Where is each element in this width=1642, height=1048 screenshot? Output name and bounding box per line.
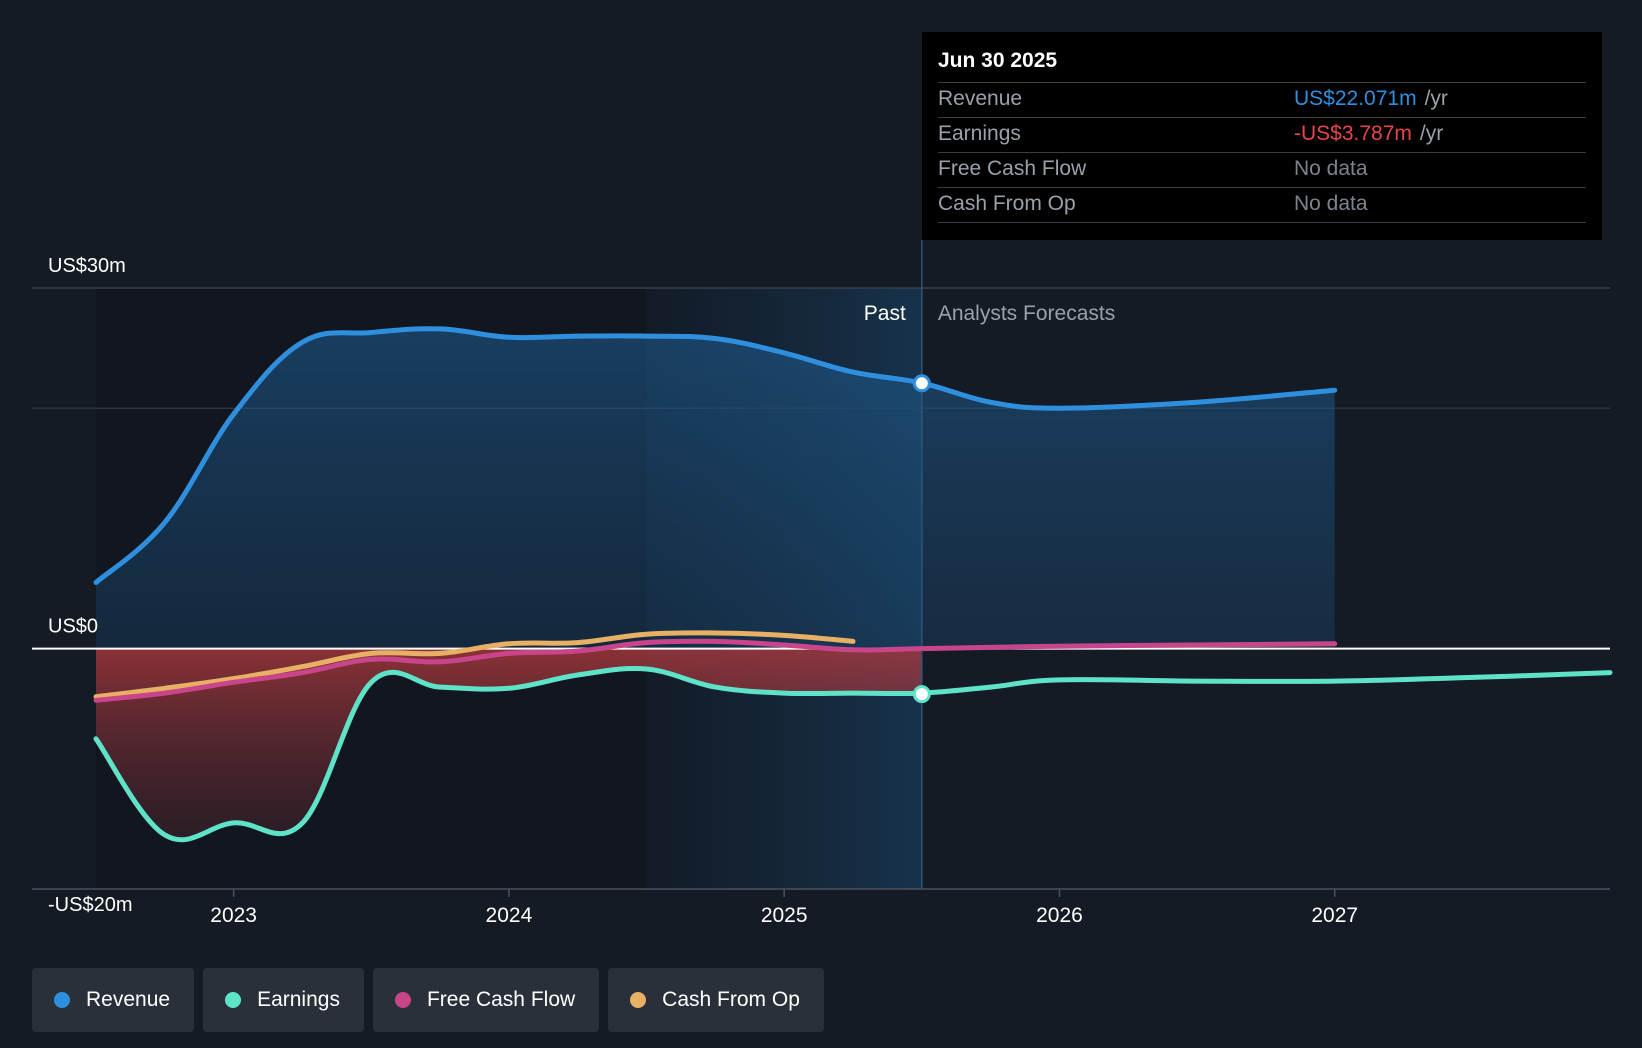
revenue-line xyxy=(93,326,1338,585)
legend-label: Revenue xyxy=(86,988,171,1011)
earnings-negative-area xyxy=(96,648,922,840)
revenue-highlight-dot[interactable] xyxy=(912,374,931,393)
tooltip-label: Cash From Op xyxy=(938,192,1076,215)
tooltip-value: No data xyxy=(1294,192,1368,215)
revenue-area xyxy=(96,328,1335,649)
tooltip-value: No data xyxy=(1294,157,1368,180)
tooltip-row-revenue: Revenue US$22.071m /yr xyxy=(938,82,1586,117)
tooltip-date: Jun 30 2025 xyxy=(938,49,1058,72)
x-tick-label: 2023 xyxy=(210,904,257,927)
free-cash-flow-line xyxy=(93,638,1338,703)
tooltip-row-free-cash-flow: Free Cash Flow No data xyxy=(938,152,1586,187)
forecast-label: Analysts Forecasts xyxy=(938,302,1115,325)
x-axis-ticks: 2023 2024 2025 2026 2027 xyxy=(210,889,1358,927)
tooltip-label: Revenue xyxy=(938,87,1023,110)
x-tick-label: 2024 xyxy=(486,904,533,927)
legend-item-cash-from-op[interactable]: Cash From Op xyxy=(608,968,824,1032)
x-tick-label: 2025 xyxy=(761,904,808,927)
legend-item-revenue[interactable]: Revenue xyxy=(32,968,195,1032)
tooltip-label: Earnings xyxy=(938,122,1021,145)
legend-dot-icon xyxy=(225,992,242,1008)
x-tick-label: 2027 xyxy=(1311,904,1358,927)
y-label-top: US$30m xyxy=(48,255,126,277)
tooltip-unit: /yr xyxy=(1419,122,1444,145)
legend-dot-icon xyxy=(54,992,70,1008)
x-tick-label: 2026 xyxy=(1036,904,1083,927)
earnings-highlight-dot[interactable] xyxy=(912,685,931,704)
tooltip: Jun 30 2025 Revenue US$22.071m /yr Earni… xyxy=(922,32,1602,240)
legend-item-free-cash-flow[interactable]: Free Cash Flow xyxy=(372,968,600,1032)
legend-label: Cash From Op xyxy=(662,988,800,1011)
tooltip-row-earnings: Earnings -US$3.787m /yr xyxy=(938,117,1586,152)
y-label-bottom: -US$20m xyxy=(48,894,132,916)
tooltip-value: -US$3.787m xyxy=(1294,122,1412,145)
legend: Revenue Earnings Free Cash Flow Cash Fro… xyxy=(32,968,824,1032)
tooltip-value: US$22.071m xyxy=(1294,87,1417,110)
chart-canvas: US$30m US$0 -US$20m Past Analysts Foreca… xyxy=(32,240,1613,927)
tooltip-unit: /yr xyxy=(1424,87,1448,110)
legend-label: Earnings xyxy=(257,988,340,1011)
legend-dot-icon xyxy=(630,992,647,1008)
legend-label: Free Cash Flow xyxy=(426,988,576,1011)
tooltip-row-cash-from-op: Cash From Op No data xyxy=(938,187,1586,223)
tooltip-label: Free Cash Flow xyxy=(938,157,1087,180)
legend-dot-icon xyxy=(394,992,411,1008)
legend-item-earnings[interactable]: Earnings xyxy=(203,968,364,1032)
past-label: Past xyxy=(864,302,906,325)
y-label-zero: US$0 xyxy=(48,616,98,638)
earnings-line xyxy=(93,666,1613,843)
cash-from-op-line xyxy=(93,630,856,700)
